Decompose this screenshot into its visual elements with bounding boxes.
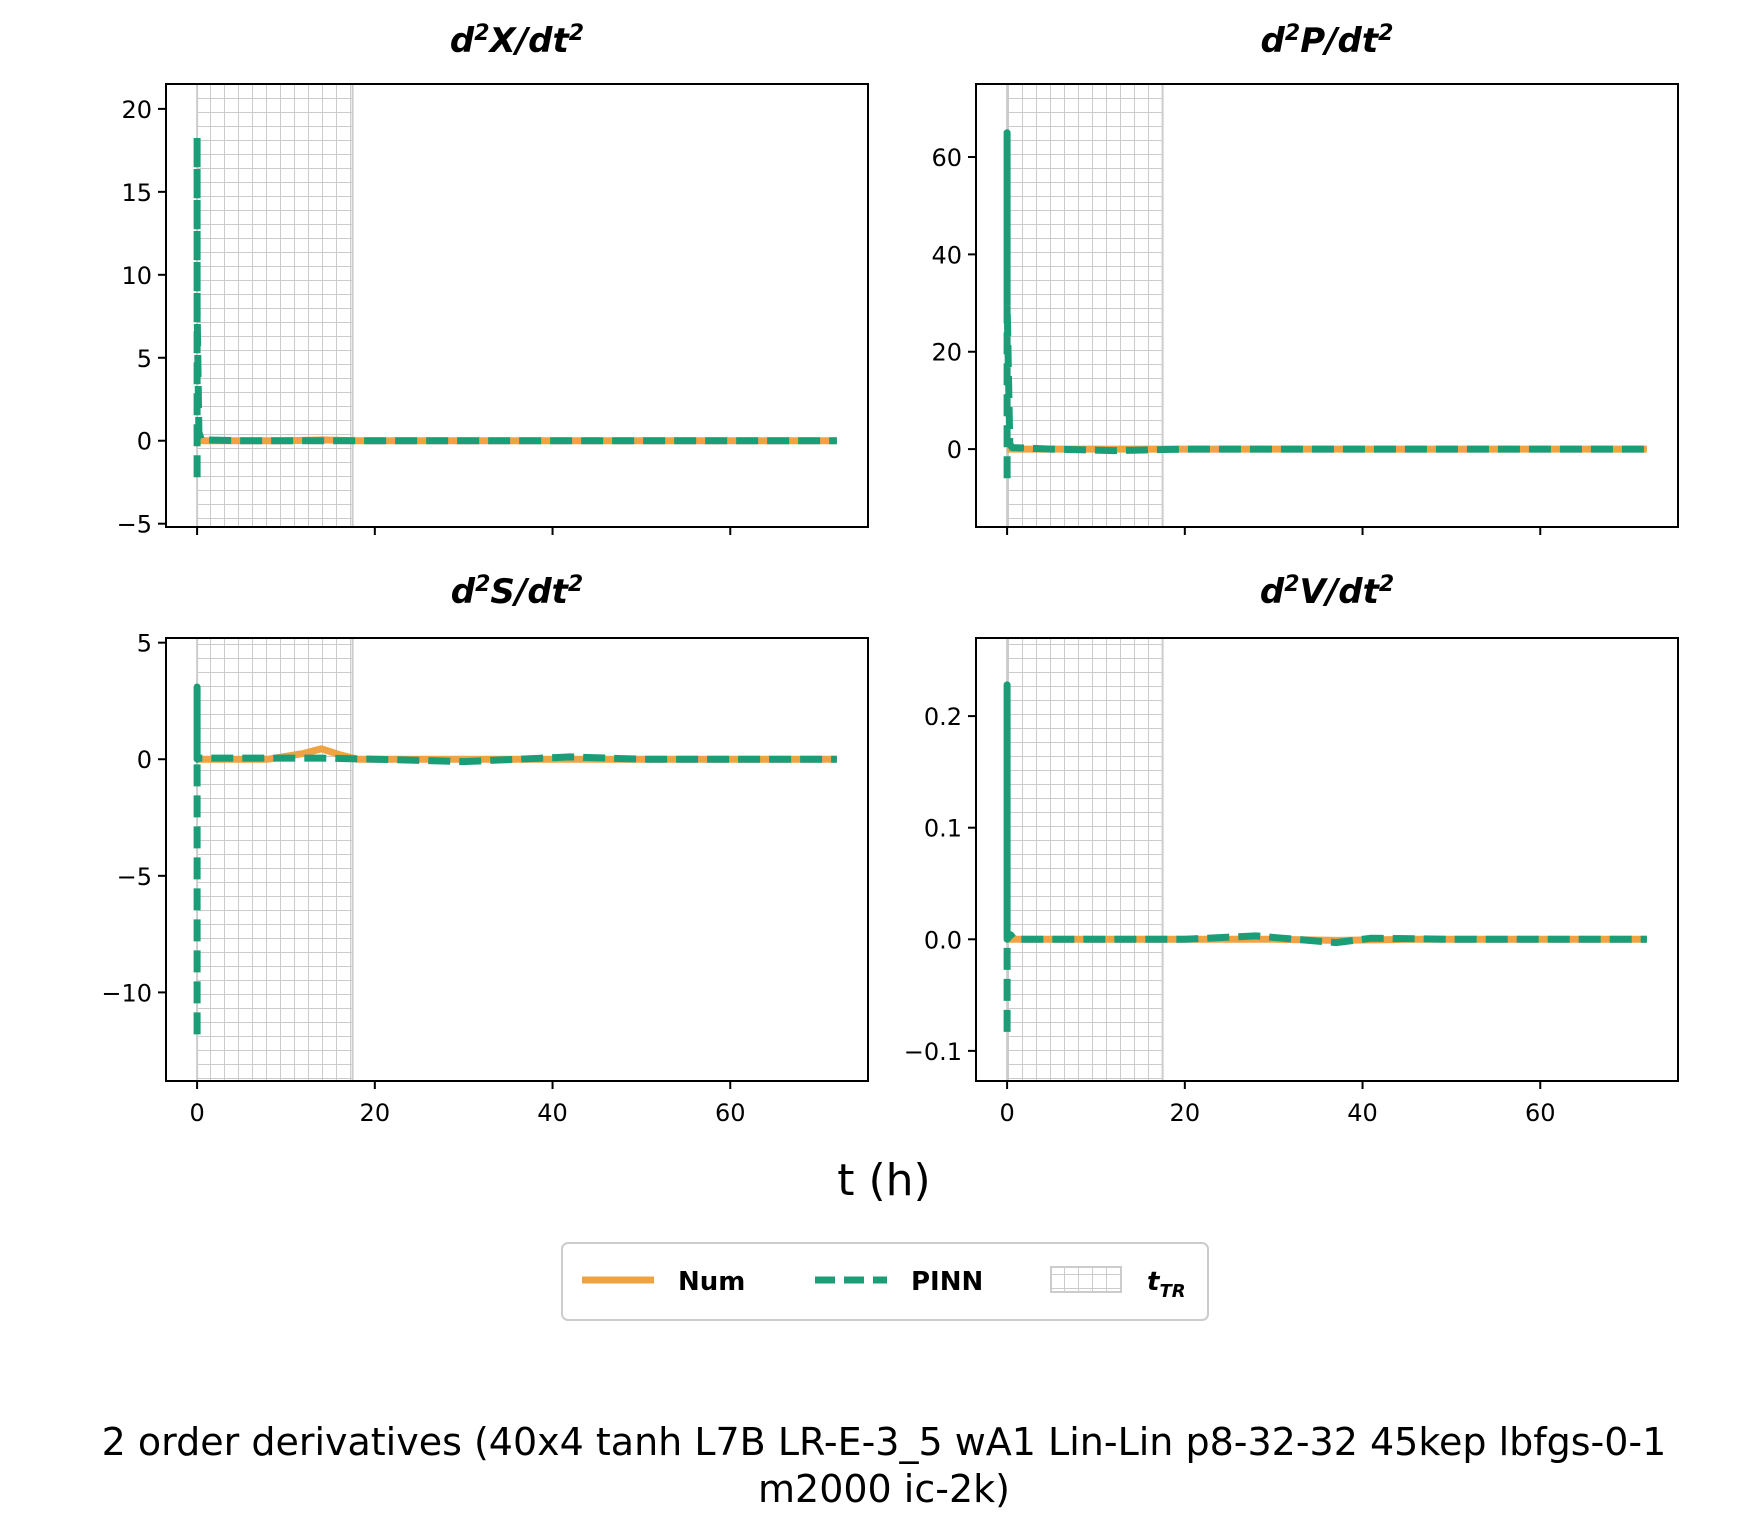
series-line-pinn xyxy=(1003,129,1647,479)
legend-ttr-main: t xyxy=(1147,1267,1161,1297)
y-tick-label: 40 xyxy=(931,241,962,269)
subplot-d2v: d2V/dt2 −0.1 0.0 0.1 0.2 0 20 40 60 xyxy=(904,572,1679,1127)
subplot-title-var: P xyxy=(1300,21,1325,61)
x-tick-label: 0 xyxy=(999,1099,1014,1127)
subplot-title-d2x: d2X/dt2 xyxy=(450,21,584,61)
y-tick-label: 60 xyxy=(931,144,962,172)
series-line-pinn xyxy=(193,683,837,1035)
y-tick-label: 0 xyxy=(137,746,152,774)
plot-frame xyxy=(165,637,869,1082)
legend-num-label: Num xyxy=(678,1267,745,1297)
subplot-title-d2s: d2S/dt2 xyxy=(451,572,583,612)
subplot-title-var: V xyxy=(1300,572,1329,612)
y-tick-label: 0 xyxy=(137,428,152,456)
x-tick-label: 40 xyxy=(1347,1099,1378,1127)
legend-ttr-sub: TR xyxy=(1159,1281,1185,1302)
y-tick-label: 15 xyxy=(121,179,152,207)
figure-suptitle-line1: 2 order derivatives (40x4 tanh L7B LR-E-… xyxy=(102,1420,1667,1464)
plot-frame xyxy=(975,83,1679,528)
series-line-pinn xyxy=(1003,681,1647,1032)
subplot-title-var: X xyxy=(488,21,518,61)
legend-ttr-swatch xyxy=(1050,1266,1122,1293)
y-tick-label: −10 xyxy=(101,979,152,1007)
y-tick-label: 0 xyxy=(947,436,962,464)
y-tick-label: 5 xyxy=(137,345,152,373)
subplot-title-d2v: d2V/dt2 xyxy=(1260,572,1394,612)
figure-suptitle-line2: m2000 ic-2k) xyxy=(758,1467,1010,1511)
subplot-title-var: S xyxy=(490,572,515,612)
legend-pinn-label: PINN xyxy=(911,1267,983,1297)
y-tick-label: 0.1 xyxy=(924,815,962,843)
x-tick-label: 0 xyxy=(189,1099,204,1127)
y-tick-label: −5 xyxy=(117,511,152,539)
y-tick-label: 0.0 xyxy=(924,926,962,954)
subplot-title-d2p: d2P/dt2 xyxy=(1261,21,1394,61)
x-tick-label: 20 xyxy=(360,1099,391,1127)
legend-ttr-label: tTR xyxy=(1147,1267,1186,1302)
x-tick-label: 40 xyxy=(537,1099,568,1127)
y-tick-label: −5 xyxy=(117,863,152,891)
x-tick-label: 60 xyxy=(1525,1099,1556,1127)
y-tick-label: 0.2 xyxy=(924,703,962,731)
x-axis-label: t (h) xyxy=(837,1155,930,1206)
training-region-hatch xyxy=(1006,83,1164,528)
x-tick-label: 20 xyxy=(1170,1099,1201,1127)
training-region-hatch xyxy=(196,83,354,528)
subplot-d2p: d2P/dt2 0 20 40 60 xyxy=(931,21,1679,535)
training-region-hatch xyxy=(196,637,354,1082)
legend: Num PINN tTR xyxy=(561,1242,1209,1321)
y-tick-label: 10 xyxy=(121,262,152,290)
training-region-hatch xyxy=(1006,637,1164,1082)
y-tick-label: −0.1 xyxy=(904,1038,962,1066)
plot-frame xyxy=(165,83,869,528)
y-tick-label: 20 xyxy=(931,339,962,367)
plot-frame xyxy=(975,637,1679,1082)
x-tick-label: 60 xyxy=(715,1099,746,1127)
subplot-d2s: d2S/dt2 −10 −5 0 5 0 20 40 60 xyxy=(101,572,869,1127)
subplot-d2x: d2X/dt2 −5 0 5 10 15 20 xyxy=(117,21,869,539)
y-tick-label: 5 xyxy=(137,630,152,658)
series-line-pinn xyxy=(193,133,837,478)
y-tick-label: 20 xyxy=(121,96,152,124)
